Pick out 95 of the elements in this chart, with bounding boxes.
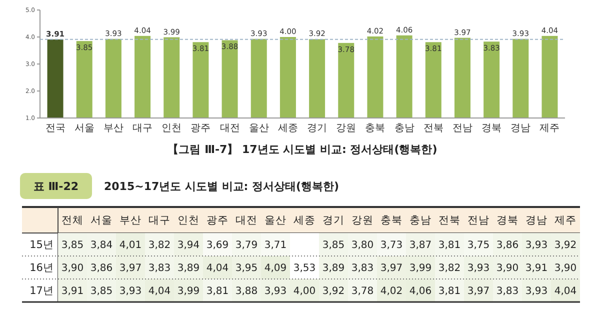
- data-label: 3,92: [554, 240, 577, 251]
- data-label: 3,94: [177, 240, 200, 251]
- data-label: 4,09: [264, 263, 287, 274]
- data-label: 3,69: [206, 240, 229, 251]
- chart-title: 표 Ⅲ-22: [33, 180, 79, 193]
- data-label: 3,53: [293, 263, 316, 274]
- data-label: 3,85: [90, 286, 113, 297]
- data-label: 3,91: [525, 263, 548, 274]
- x-tick-label: 충남: [394, 123, 414, 134]
- x-tick-label: 경남: [526, 214, 548, 227]
- x-tick-label: 부산: [103, 123, 124, 134]
- data-label: 3,90: [554, 263, 577, 274]
- data-label: 4,04: [148, 286, 171, 297]
- x-tick-label: 서울: [74, 123, 94, 134]
- data-label: 3,86: [496, 240, 519, 251]
- data-label: 4,04: [554, 286, 577, 297]
- x-tick-label: 경북: [496, 214, 518, 227]
- data-label: 3,83: [351, 263, 374, 274]
- x-tick-label: 경남: [510, 123, 531, 134]
- x-tick-label: 충남: [410, 214, 432, 227]
- data-label: 3,73: [380, 240, 403, 251]
- data-label: 3,92: [322, 286, 345, 297]
- x-tick-label: 전남: [468, 214, 490, 227]
- x-tick-label: 광주: [190, 123, 211, 134]
- data-label: 3,89: [177, 263, 200, 274]
- data-label: 3,93: [525, 286, 548, 297]
- x-tick-label: 충북: [365, 123, 386, 134]
- x-tick-label: 부산: [120, 214, 142, 227]
- data-label: 3,97: [380, 263, 403, 274]
- x-tick-label: 강원: [352, 214, 374, 227]
- text: 【그림 Ⅲ-7】 17년도 시도별 비교: 정서상태(행복한): [168, 143, 438, 156]
- x-tick-label: 경기: [307, 123, 328, 134]
- data-label: 3,79: [235, 240, 258, 251]
- y-tick-label: 17년: [30, 285, 54, 298]
- data-label: 3,93: [264, 286, 287, 297]
- data-label: 3,71: [264, 240, 287, 251]
- data-label: 4,01: [119, 240, 142, 251]
- x-tick-label: 대구: [148, 214, 170, 227]
- data-label: 3,99: [177, 286, 200, 297]
- x-tick-label: 전남: [452, 123, 472, 134]
- x-tick-label: 대전: [220, 123, 240, 134]
- data-label: 3,84: [90, 240, 113, 251]
- data-label: 3,86: [90, 263, 113, 274]
- data-label: 3,78: [351, 286, 374, 297]
- x-tick-label: 경북: [482, 123, 502, 134]
- chart-subtitle: 2015~17년도 시도별 비교: 정서상태(행복한): [104, 180, 340, 193]
- x-tick-label: 서울: [90, 214, 112, 227]
- data-label: 3,93: [525, 240, 548, 251]
- x-tick-label: 울산: [248, 123, 269, 134]
- data-label: 3,90: [61, 263, 84, 274]
- x-tick-label: 강원: [336, 123, 356, 134]
- x-tick-label: 광주: [206, 214, 228, 227]
- data-label: 3,81: [438, 240, 461, 251]
- data-label: 3,99: [409, 263, 432, 274]
- data-label: 3,95: [235, 263, 258, 274]
- data-label: 3,81: [438, 286, 461, 297]
- x-tick-label: 세종: [294, 214, 316, 227]
- data-label: 3,90: [496, 263, 519, 274]
- x-tick-label: 전북: [438, 214, 460, 227]
- data-label: 3,93: [467, 263, 490, 274]
- x-tick-label: 인천: [162, 123, 182, 134]
- x-tick-label: 인천: [178, 214, 200, 227]
- data-label: 3,83: [148, 263, 171, 274]
- x-tick-label: 울산: [264, 214, 286, 227]
- data-label: 3,81: [206, 286, 229, 297]
- data-label: 3,89: [322, 263, 345, 274]
- data-label: 4,04: [206, 263, 229, 274]
- x-tick-label: 대구: [132, 123, 153, 134]
- data-label: 4,00: [293, 286, 316, 297]
- data-label: 4,06: [409, 286, 432, 297]
- x-tick-label: 제주: [540, 123, 560, 134]
- data-label: 3,82: [438, 263, 461, 274]
- x-tick-label: 경기: [322, 214, 344, 227]
- y-tick-label: 15년: [30, 239, 54, 252]
- data-label: 3,93: [119, 286, 142, 297]
- y-tick-label: 16년: [30, 262, 54, 274]
- data-label: 3,87: [409, 240, 432, 251]
- x-tick-label: 전체: [62, 214, 84, 227]
- data-label: 3,85: [322, 240, 345, 251]
- data-label: 3,82: [148, 240, 171, 251]
- x-tick-label: 제주: [554, 214, 576, 227]
- data-label: 3,97: [467, 286, 490, 297]
- data-label: 3,85: [61, 240, 84, 251]
- x-tick-label: 충북: [380, 214, 402, 227]
- x-tick-label: 전국: [45, 123, 66, 134]
- data-label: 3,97: [119, 263, 142, 274]
- data-label: 3,83: [496, 286, 519, 297]
- data-label: 4,02: [380, 286, 403, 297]
- data-label: 3,75: [467, 240, 490, 251]
- x-tick-label: 대전: [236, 214, 258, 227]
- x-tick-label: 전북: [423, 123, 444, 134]
- data-label: 3,91: [61, 286, 84, 297]
- data-label: 3,80: [351, 240, 374, 251]
- x-tick-label: 세종: [278, 123, 298, 134]
- data-label: 3,88: [235, 286, 258, 297]
